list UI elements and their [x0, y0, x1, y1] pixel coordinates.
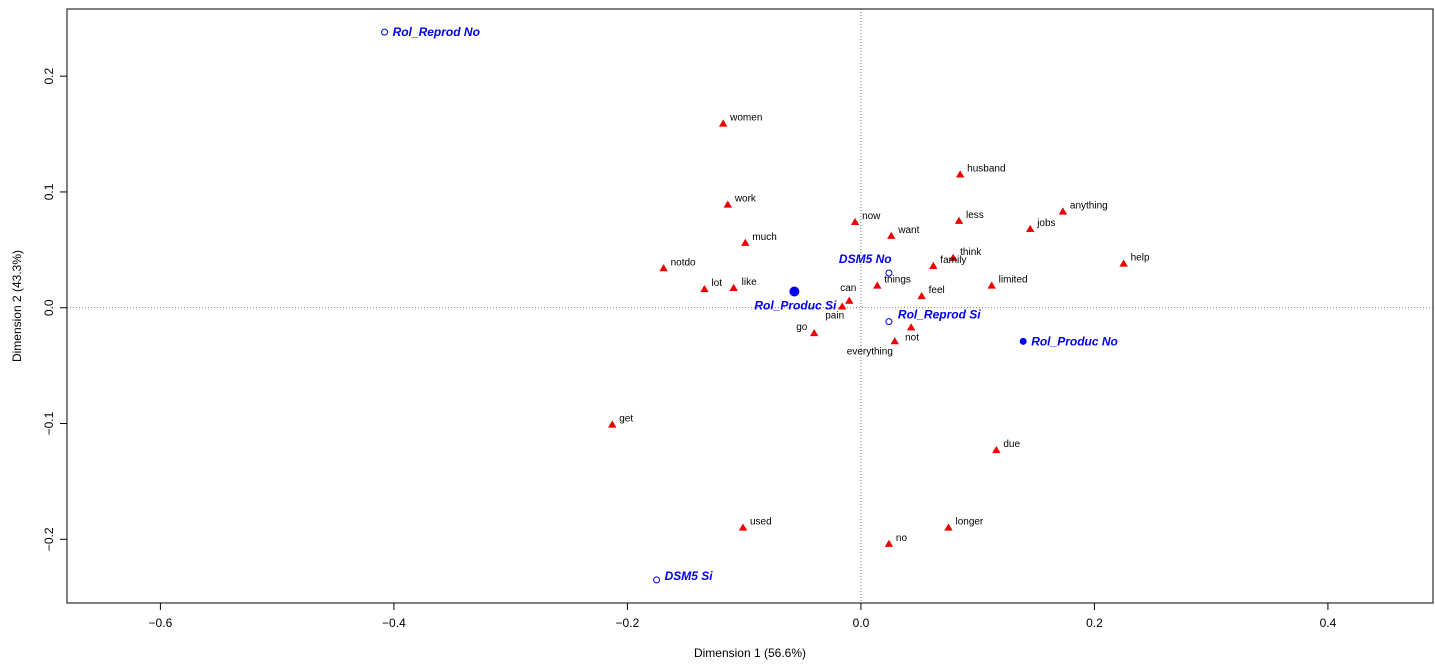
category-point-label: DSM5 No	[839, 252, 892, 266]
word-point-triangle	[718, 119, 728, 127]
word-point-triangle	[954, 216, 964, 224]
word-point-label: pain	[825, 311, 844, 322]
word-point-triangle	[929, 261, 938, 269]
word-point-triangle	[917, 291, 926, 300]
plot-frame	[66, 8, 1434, 604]
word-point-triangle	[887, 231, 896, 239]
word-point-triangle	[810, 329, 819, 337]
x-tick-label: 0.2	[1086, 616, 1103, 630]
word-point-triangle	[987, 281, 996, 289]
word-point-label: things	[884, 275, 911, 286]
x-tick-label: −0.2	[616, 616, 640, 630]
category-point-solid	[1019, 337, 1027, 345]
word-point-triangle	[729, 283, 738, 291]
category-point-label: Rol_Reprod Si	[898, 308, 981, 322]
word-point-triangle	[992, 445, 1001, 454]
category-point-open	[885, 318, 893, 326]
word-point-label: not	[905, 332, 919, 343]
category-point-open	[381, 28, 389, 36]
word-point-label: like	[742, 277, 757, 288]
category-point-label: DSM5 Si	[665, 569, 714, 583]
word-point-triangle	[906, 323, 916, 331]
word-point-triangle	[955, 170, 965, 178]
word-point-triangle	[608, 420, 617, 428]
word-point-label: less	[966, 210, 984, 221]
word-point-label: help	[1131, 253, 1150, 264]
y-tick-label: −0.2	[42, 527, 56, 551]
word-point-triangle	[944, 523, 953, 531]
word-point-triangle	[700, 285, 709, 293]
word-point-label: limited	[999, 275, 1028, 286]
word-point-label: husband	[967, 164, 1005, 175]
word-point-triangle	[741, 238, 750, 246]
category-point-solid	[789, 286, 800, 297]
word-point-label: notdo	[671, 257, 696, 268]
word-point-label: can	[840, 283, 856, 294]
word-point-label: much	[752, 232, 776, 243]
word-point-triangle	[659, 264, 668, 272]
word-point-label: think	[960, 247, 982, 258]
y-axis: −0.2 −0.1 0.0 0.1 0.2	[42, 67, 67, 551]
word-point-triangle	[738, 523, 748, 531]
data-points: women husband work anything now less jobs want m…	[381, 25, 1150, 584]
y-tick-label: −0.1	[42, 411, 56, 435]
x-axis-title: Dimension 1 (56.6%)	[694, 646, 806, 660]
word-point-triangle	[1119, 259, 1128, 267]
y-tick-label: 0.0	[42, 299, 56, 316]
word-point-triangle	[884, 539, 894, 547]
word-point-label: used	[750, 517, 772, 528]
word-point-label: work	[734, 194, 757, 205]
word-point-label: get	[619, 414, 633, 425]
x-tick-label: −0.6	[149, 616, 173, 630]
category-point-open	[653, 576, 661, 584]
word-point-triangle	[1058, 207, 1068, 215]
x-tick-label: −0.4	[382, 616, 406, 630]
word-point-triangle	[948, 253, 958, 261]
y-tick-label: 0.2	[42, 67, 56, 84]
word-point-triangle	[723, 200, 733, 208]
category-point-label: Rol_Produc Si	[754, 299, 837, 313]
word-point-label: everything	[847, 346, 893, 357]
word-point-label: family	[940, 255, 966, 266]
word-point-label: no	[896, 533, 908, 544]
word-point-label: want	[897, 225, 919, 236]
word-point-label: women	[729, 113, 762, 124]
category-point-label: Rol_Produc No	[1031, 334, 1118, 348]
word-point-triangle	[890, 337, 899, 345]
word-point-label: jobs	[1036, 218, 1055, 229]
x-tick-label: 0.0	[853, 616, 870, 630]
word-point-triangle	[850, 217, 860, 225]
word-point-label: lot	[711, 278, 722, 289]
y-axis-title: Dimension 2 (43.3%)	[10, 250, 24, 362]
word-point-label: now	[862, 211, 881, 222]
word-point-label: anything	[1070, 201, 1108, 212]
word-point-triangle	[838, 302, 847, 310]
word-point-label: longer	[955, 517, 983, 528]
y-tick-label: 0.1	[42, 183, 56, 200]
word-point-triangle	[1026, 224, 1035, 232]
word-point-label: feel	[929, 285, 945, 296]
category-point-open	[885, 269, 893, 277]
word-point-triangle	[845, 296, 854, 304]
category-point-label: Rol_Reprod No	[393, 25, 480, 39]
word-point-label: go	[796, 322, 808, 333]
x-tick-label: 0.4	[1320, 616, 1337, 630]
x-axis: −0.6 −0.4 −0.2 0.0 0.2 0.4	[149, 603, 1337, 630]
word-point-label: due	[1003, 439, 1020, 450]
word-point-triangle	[873, 281, 882, 289]
